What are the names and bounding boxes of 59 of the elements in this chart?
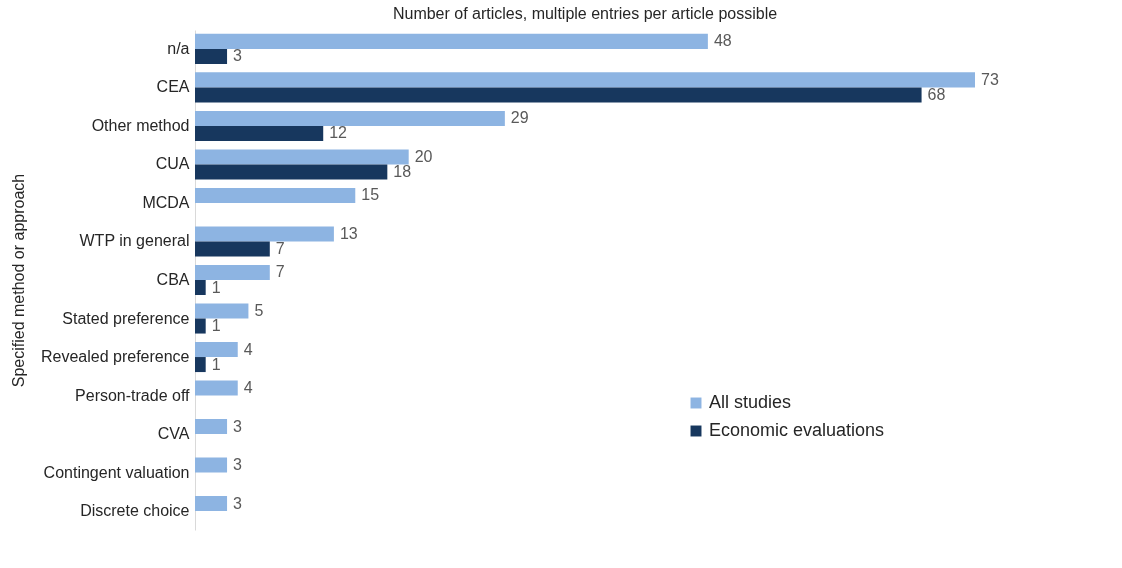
legend-label: All studies (709, 392, 792, 412)
bar (195, 357, 206, 373)
bar (195, 496, 228, 512)
y-tick-label: n/a (167, 39, 190, 57)
bar (195, 342, 238, 358)
data-label: 3 (233, 494, 243, 512)
data-label: 1 (211, 317, 221, 335)
data-label: 1 (211, 355, 221, 373)
y-tick-label: CBA (156, 271, 190, 288)
data-label: 29 (510, 109, 529, 127)
bar (195, 303, 249, 319)
y-tick-label: Stated preference (62, 309, 190, 327)
bar (195, 457, 228, 473)
bar (195, 48, 228, 64)
y-tick-label: WTP in general (79, 232, 190, 250)
data-label: 13 (339, 224, 358, 242)
y-tick-label: Contingent valuation (43, 463, 190, 481)
bar (195, 318, 206, 334)
bar (195, 241, 270, 257)
y-tick-label: Discrete choice (80, 502, 190, 520)
y-tick-label: MCDA (142, 193, 190, 211)
y-axis-title: Specified method or approach (9, 173, 27, 388)
bar (195, 226, 334, 242)
data-label: 3 (233, 47, 243, 65)
bar (195, 164, 388, 180)
data-label: 7 (275, 239, 285, 257)
data-label: 20 (414, 147, 433, 165)
chart-title: Number of articles, multiple entries per article possible (392, 5, 778, 22)
bar (195, 419, 228, 435)
data-label: 68 (927, 85, 946, 103)
bar (195, 110, 505, 126)
bar (195, 380, 238, 396)
data-label: 7 (275, 263, 285, 281)
bar (195, 87, 922, 103)
y-tick-label: CEA (156, 78, 190, 96)
data-label: 15 (361, 186, 380, 204)
bar (195, 264, 270, 280)
data-label: 48 (713, 32, 732, 50)
data-label: 3 (233, 417, 243, 435)
data-label: 73 (981, 70, 999, 88)
y-tick-label: CUA (155, 155, 190, 173)
data-label: 18 (393, 162, 412, 180)
bar (195, 187, 356, 203)
data-label: 4 (243, 340, 253, 358)
y-tick-label: CVA (157, 425, 190, 443)
bar (195, 280, 206, 296)
y-tick-label: Person-trade off (75, 386, 191, 404)
bar (195, 72, 975, 88)
data-label: 5 (254, 302, 264, 320)
bar (195, 125, 324, 141)
data-label: 12 (329, 124, 348, 142)
y-tick-label: Revealed preference (40, 348, 190, 366)
data-label: 3 (233, 456, 243, 474)
y-tick-label: Other method (91, 116, 190, 134)
bar (195, 33, 708, 49)
data-label: 1 (211, 278, 221, 296)
data-label: 4 (243, 379, 253, 397)
bar (195, 149, 409, 165)
legend-label: Economic evaluations (709, 420, 885, 440)
